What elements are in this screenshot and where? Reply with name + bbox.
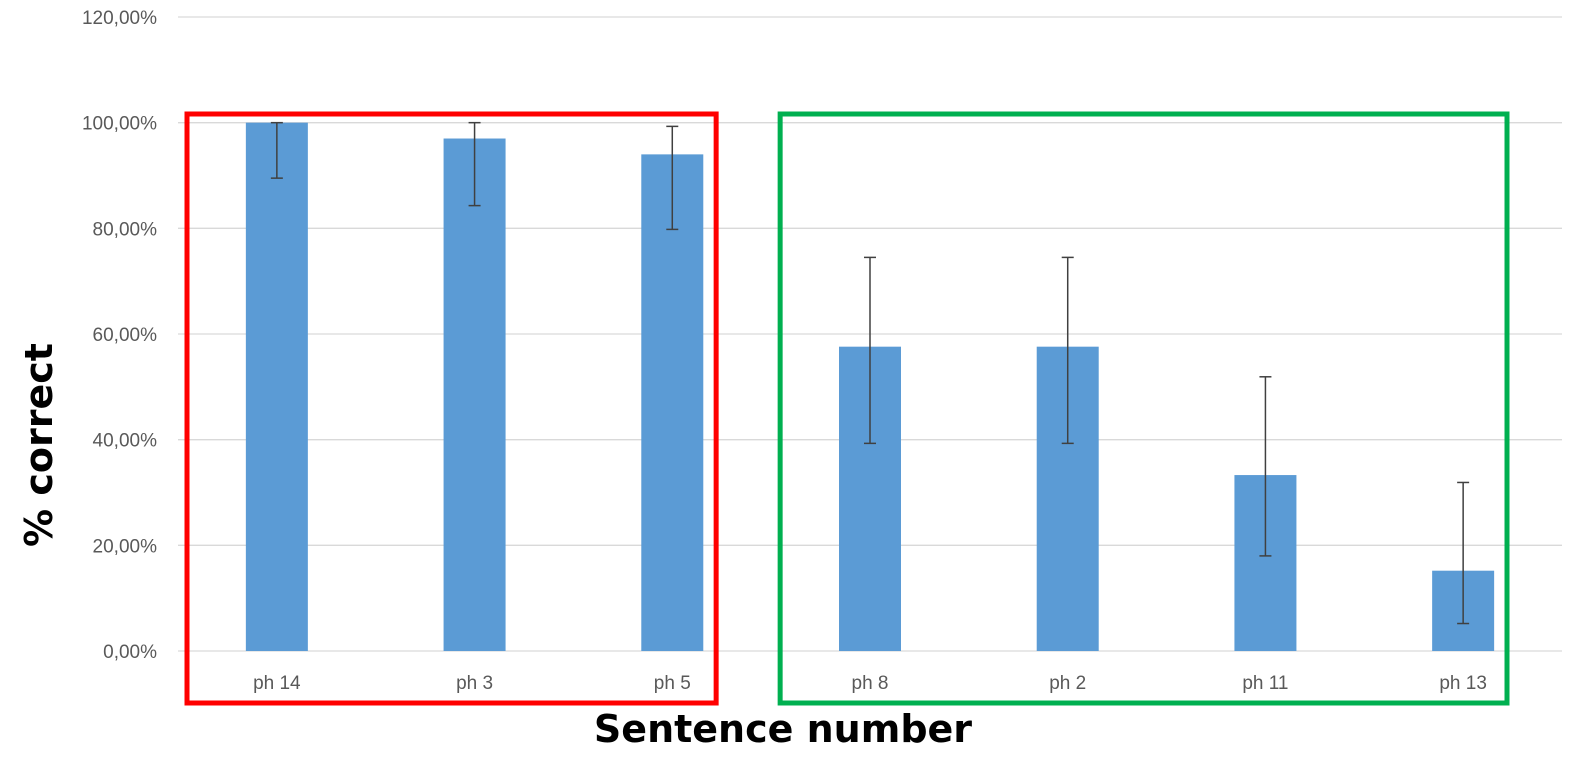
y-tick-label: 120,00% xyxy=(82,8,157,29)
x-axis-title: Sentence number xyxy=(594,707,972,751)
y-tick-label: 20,00% xyxy=(93,536,158,557)
group-boxes xyxy=(184,111,1510,706)
y-tick-label: 0,00% xyxy=(103,642,157,663)
bars xyxy=(245,122,1495,651)
error-bar xyxy=(468,121,481,207)
x-axis-tick-labels: ph 14 ph 3 ph 5 ph 8 ph 2 ph 11 ph 13 xyxy=(253,673,1487,694)
error-bar xyxy=(864,256,876,445)
y-axis-title: % correct xyxy=(17,343,61,547)
y-tick-label: 60,00% xyxy=(93,325,158,346)
x-tick-label: ph 11 xyxy=(1242,673,1288,694)
x-tick-label: ph 5 xyxy=(654,673,691,694)
group-box xyxy=(184,111,719,706)
error-bar xyxy=(1061,256,1074,445)
y-tick-label: 40,00% xyxy=(93,431,158,452)
x-tick-label: ph 3 xyxy=(456,673,493,694)
error-bar xyxy=(666,125,679,231)
bar xyxy=(245,122,308,651)
group-box xyxy=(777,111,1510,706)
y-tick-label: 100,00% xyxy=(82,114,157,135)
error-bar xyxy=(1457,481,1470,625)
error-bar xyxy=(1259,376,1272,557)
error-bar xyxy=(270,121,283,179)
bar xyxy=(641,154,704,651)
x-tick-label: ph 14 xyxy=(253,673,301,694)
y-axis-tick-labels: 0,00% 20,00% 40,00% 60,00% 80,00% 100,00% 120,… xyxy=(82,8,157,663)
x-tick-label: ph 2 xyxy=(1049,673,1086,694)
x-tick-label: ph 8 xyxy=(852,673,889,694)
y-tick-label: 80,00% xyxy=(93,219,158,240)
error-bars xyxy=(270,121,1470,625)
x-tick-label: ph 13 xyxy=(1439,673,1487,694)
bar xyxy=(443,138,506,651)
